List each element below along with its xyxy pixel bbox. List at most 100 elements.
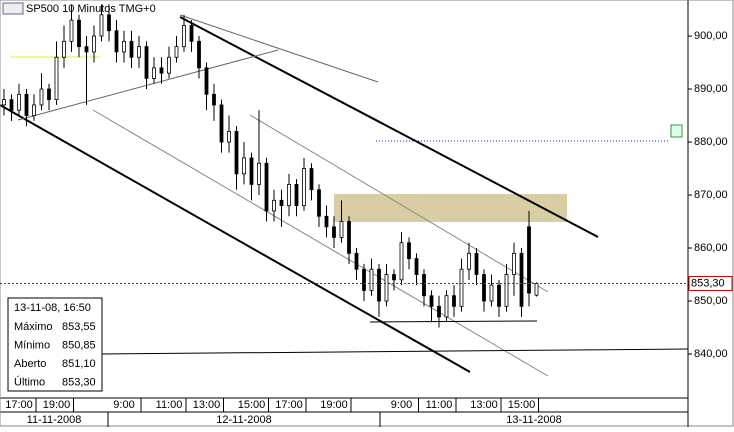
candle-body <box>399 242 404 281</box>
candle-body <box>54 56 59 101</box>
candle-body <box>159 67 164 74</box>
candle-body <box>114 30 119 53</box>
x-tick-label: 13:00 <box>193 399 221 411</box>
candle-body <box>317 189 321 217</box>
candle-body <box>144 46 149 79</box>
candle-body <box>77 19 81 48</box>
symbol-icon <box>2 2 24 15</box>
candle-body <box>174 46 179 58</box>
candle-body <box>24 93 29 116</box>
trend-line <box>179 14 379 83</box>
alert-icon[interactable] <box>670 124 683 138</box>
candle-body <box>377 268 381 302</box>
info-label: Máximo <box>14 321 53 333</box>
candle-body <box>189 25 194 42</box>
x-tick-label: 19:00 <box>320 399 348 411</box>
candle-body <box>92 35 96 53</box>
candle-body <box>167 56 171 74</box>
candle-body <box>242 157 246 175</box>
candle-body <box>84 46 89 53</box>
channel-lower <box>0 104 471 373</box>
date-label: 11-11-2008 <box>27 414 82 426</box>
x-tick-label: 11:00 <box>426 399 453 411</box>
support-line <box>99 348 689 355</box>
candles <box>2 4 539 328</box>
candle-body <box>414 258 419 275</box>
candle-body <box>474 252 479 275</box>
candle-body <box>459 268 464 307</box>
candle-body <box>392 274 396 281</box>
candle-body <box>294 184 299 207</box>
info-box-frame <box>7 297 103 392</box>
candle-body <box>234 131 239 175</box>
date-label: 13-11-2008 <box>506 414 561 426</box>
info-label: Mínimo <box>14 339 50 351</box>
candle-body <box>204 67 209 95</box>
info-value: 853,55 <box>62 321 96 333</box>
candle-body <box>332 226 336 238</box>
info-value: 850,85 <box>62 339 96 351</box>
candle-body <box>32 104 36 116</box>
candle-body <box>309 168 314 191</box>
x-tick-label: 9:00 <box>391 399 412 411</box>
candle-body <box>534 283 539 296</box>
y-tick-label: 880,00 <box>694 136 728 148</box>
candle-body <box>429 295 434 307</box>
candle-body <box>504 274 509 307</box>
candle-body <box>62 40 66 58</box>
info-value: 853,30 <box>62 376 96 388</box>
y-tick-label: 850,00 <box>694 295 728 307</box>
candle-body <box>249 157 254 185</box>
candle-body <box>422 274 426 297</box>
candle-body <box>354 252 359 270</box>
zone-box <box>334 194 567 222</box>
chart-title: SP500 10 Minutos TMG+0 <box>26 3 156 15</box>
candle-body <box>362 268 366 291</box>
x-tick-label: 11:00 <box>156 399 183 411</box>
candle-body <box>452 295 456 307</box>
candle-body <box>437 305 441 318</box>
candle-body <box>122 40 126 53</box>
y-tick-label: 840,00 <box>694 348 728 360</box>
candle-body <box>69 19 74 42</box>
x-tick-label: 13:00 <box>470 399 498 411</box>
candle-body <box>257 162 261 185</box>
candle-body <box>279 199 284 207</box>
last-price-tag <box>688 276 733 292</box>
candle-body <box>47 88 51 101</box>
candle-body <box>369 268 374 291</box>
y-tick-label: 860,00 <box>694 242 728 254</box>
x-tick-label: 9:00 <box>113 399 134 411</box>
candle-body <box>324 215 329 228</box>
candle-body <box>287 184 291 207</box>
candle-body <box>219 104 224 143</box>
candle-body <box>182 25 186 48</box>
info-datetime: 13-11-08, 16:50 <box>14 302 91 314</box>
candle-body <box>2 99 6 106</box>
candle-body <box>39 88 44 106</box>
x-tick-label: 15:00 <box>508 399 536 411</box>
date-label: 12-11-2008 <box>216 414 271 426</box>
candle-body <box>444 295 449 318</box>
x-tick-label: 19:00 <box>43 399 71 411</box>
candle-body <box>99 14 104 37</box>
candle-body <box>384 274 389 302</box>
candle-body <box>347 221 351 254</box>
trend-line <box>92 109 549 377</box>
candle-body <box>339 221 344 238</box>
y-tick-label: 900,00 <box>694 30 728 42</box>
x-tick-label: 15:00 <box>238 399 266 411</box>
x-tick-label: 17:00 <box>5 399 33 411</box>
candle-body <box>467 252 471 270</box>
last-price-label: 853,30 <box>691 277 725 289</box>
support-line <box>369 320 538 323</box>
candle-body <box>489 284 494 302</box>
candle-body <box>107 14 111 32</box>
candle-body <box>527 226 531 294</box>
candle-body <box>264 162 269 212</box>
y-tick-label: 890,00 <box>694 83 728 95</box>
candle-body <box>407 242 411 260</box>
candle-body <box>17 93 21 111</box>
channel-upper <box>179 16 599 238</box>
